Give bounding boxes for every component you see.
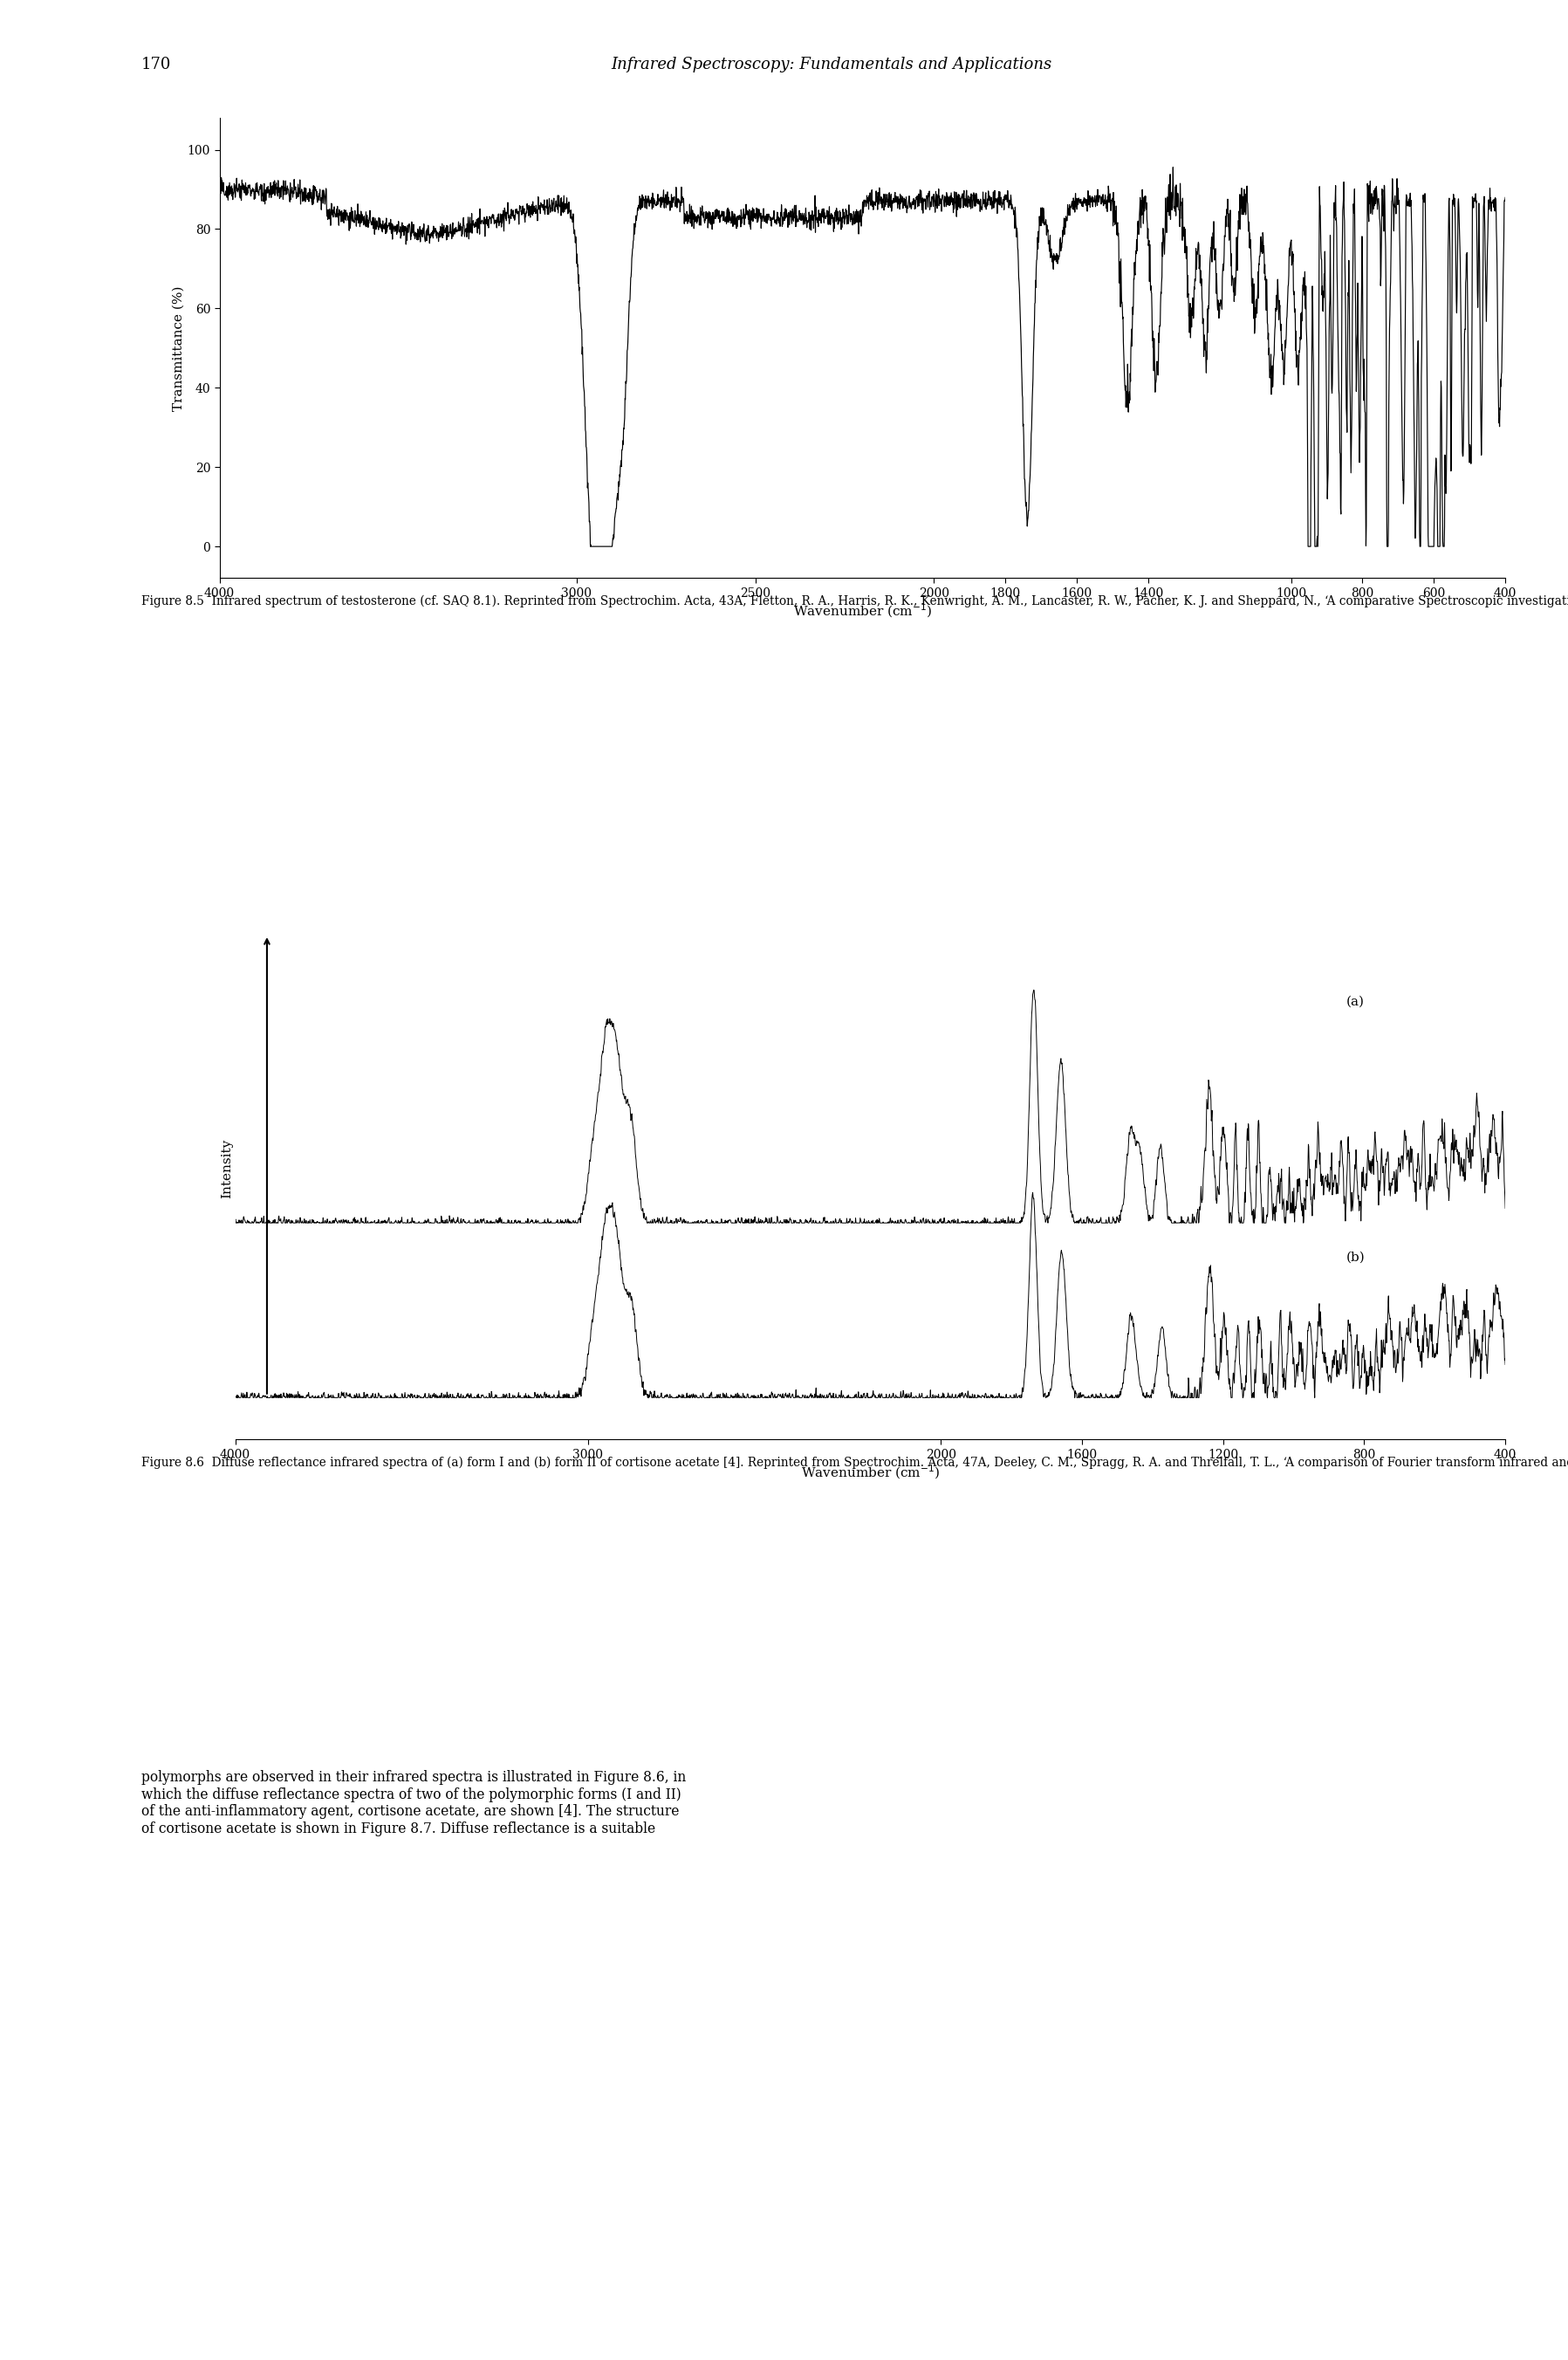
Text: Infrared Spectroscopy: Fundamentals and Applications: Infrared Spectroscopy: Fundamentals and … (610, 57, 1052, 73)
Text: (a): (a) (1347, 996, 1364, 1008)
Y-axis label: Intensity: Intensity (221, 1138, 232, 1199)
Text: polymorphs are observed in their infrared spectra is illustrated in Figure 8.6, : polymorphs are observed in their infrare… (141, 1770, 685, 1836)
X-axis label: Wavenumber (cm$^{-1}$): Wavenumber (cm$^{-1}$) (801, 1463, 939, 1482)
Y-axis label: Transmittance (%): Transmittance (%) (172, 286, 185, 411)
Text: 170: 170 (141, 57, 171, 73)
Text: Figure 8.5  Infrared spectrum of testosterone (cf. SAQ 8.1). Reprinted from Spec: Figure 8.5 Infrared spectrum of testoste… (141, 595, 1568, 607)
Text: Figure 8.6  Diffuse reflectance infrared spectra of (a) form I and (b) form II o: Figure 8.6 Diffuse reflectance infrared … (141, 1456, 1568, 1468)
Text: (b): (b) (1347, 1251, 1366, 1263)
X-axis label: Wavenumber (cm$^{-1}$): Wavenumber (cm$^{-1}$) (793, 602, 931, 621)
